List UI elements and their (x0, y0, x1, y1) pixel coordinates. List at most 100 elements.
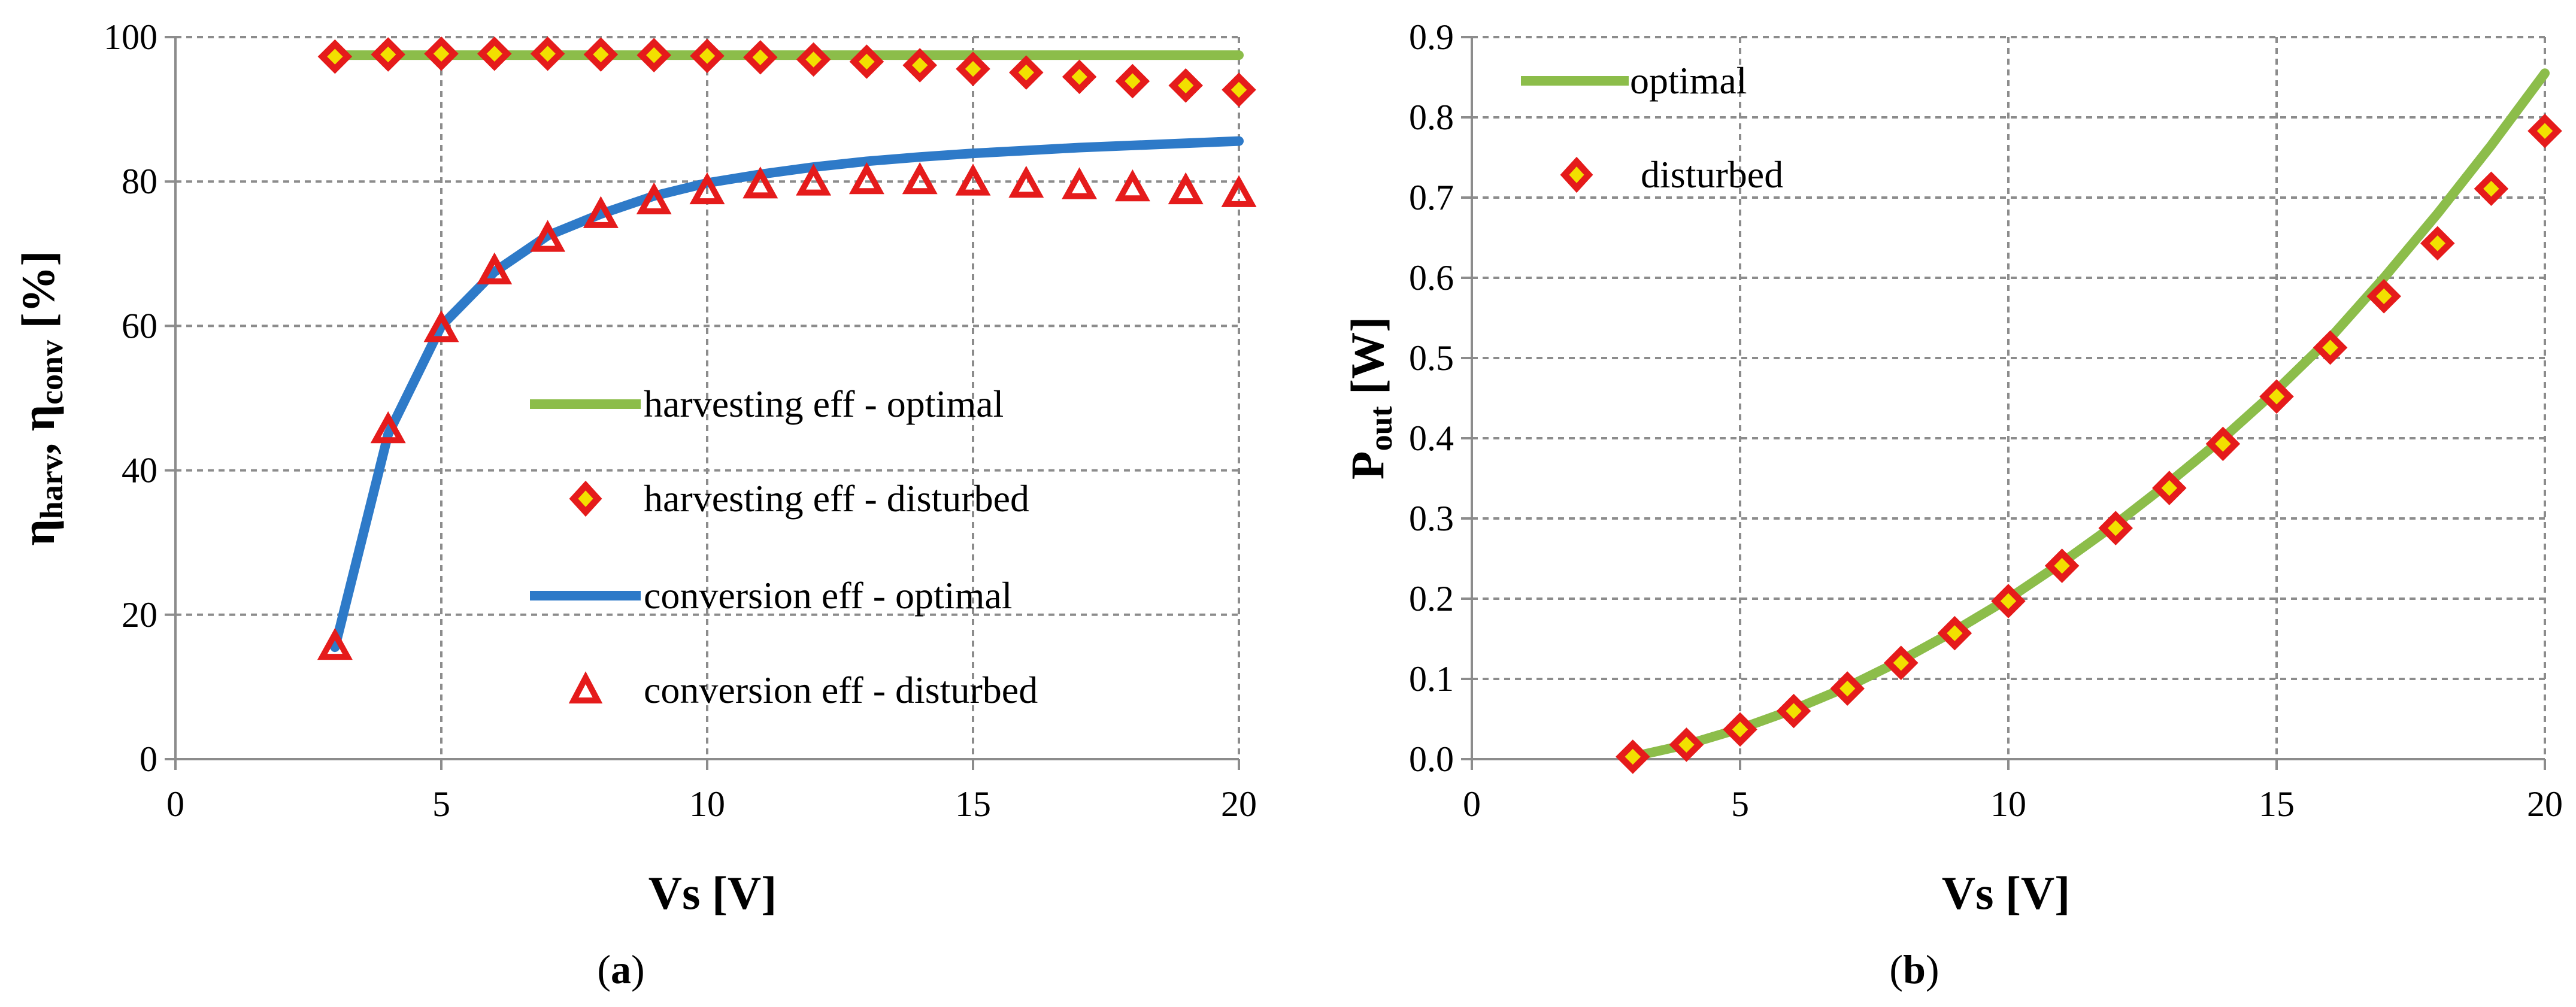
data-point-conversion-eff-disturbed (1114, 169, 1150, 202)
data-point-conversion-eff-disturbed (1008, 165, 1044, 198)
chart-b: 0 5 10 15 20 0.0 0.1 0.2 0.3 0.4 0.5 0.6 0.7 0.8 0.9 V… (1341, 17, 2563, 992)
data-point-disturbed (2205, 426, 2241, 462)
data-point-harvesting-eff-disturbed (1009, 55, 1044, 90)
data-point-harvesting-eff-disturbed (1168, 68, 1203, 103)
data-point-disturbed (1776, 693, 1811, 729)
data-point-conversion-eff-disturbed (423, 310, 459, 342)
chart-a-axes (165, 36, 1240, 770)
chart-a-legend: harvesting eff - optimal harvesting eff … (530, 383, 1038, 711)
data-point-harvesting-eff-disturbed (1115, 63, 1150, 99)
x-tick-label: 5 (432, 784, 450, 824)
data-point-disturbed (2527, 114, 2562, 148)
y-tick-label: 0.2 (1409, 579, 1454, 618)
legend-label-disturbed: disturbed (1641, 153, 1783, 196)
data-point-conversion-eff-disturbed (955, 163, 991, 196)
chart-b-y-axis-title: Pout [W] (1341, 317, 1399, 480)
y-tick-label: 0.0 (1409, 739, 1454, 779)
legend-swatch-harvesting-disturbed (569, 480, 602, 517)
data-point-disturbed (2259, 379, 2294, 414)
data-point-conversion-eff-disturbed (689, 172, 725, 205)
y-tick-label: 0.6 (1409, 258, 1454, 298)
y-tick-label: 0.5 (1409, 338, 1454, 378)
x-tick-label: 10 (1990, 784, 2026, 824)
data-point-disturbed (1723, 712, 1757, 747)
data-point-conversion-eff-disturbed (848, 162, 884, 195)
y-tick-label: 0.7 (1409, 178, 1454, 217)
data-point-harvesting-eff-disturbed (424, 36, 459, 71)
data-point-harvesting-eff-disturbed (1222, 72, 1256, 107)
data-point-harvesting-eff-disturbed (637, 38, 671, 72)
x-tick-label: 15 (2259, 784, 2295, 824)
data-point-disturbed (2474, 171, 2509, 207)
data-point-disturbed (1669, 727, 1704, 762)
legend-label-conversion-disturbed: conversion eff - disturbed (644, 669, 1038, 711)
chart-a-panel-label: (a) (597, 947, 644, 992)
y-tick-label: 0.4 (1409, 418, 1454, 458)
chart-b-grid (1472, 36, 2546, 759)
data-point-harvesting-eff-disturbed (530, 36, 565, 71)
chart-b-tick-labels: 0 5 10 15 20 0.0 0.1 0.2 0.3 0.4 0.5 0.6 0.7 0.8 0.9 (1409, 17, 2563, 824)
data-point-disturbed (1991, 584, 2026, 618)
data-point-disturbed (2044, 548, 2080, 583)
y-tick-label: 0.1 (1409, 659, 1454, 699)
data-point-conversion-eff-disturbed (530, 220, 566, 252)
chart-a-x-axis-title: Vs [V] (648, 867, 777, 919)
x-tick-label: 5 (1731, 784, 1749, 824)
data-point-harvesting-eff-disturbed (477, 36, 512, 71)
y-tick-label: 0.9 (1409, 17, 1454, 57)
x-tick-label: 10 (689, 784, 725, 824)
y-tick-label: 40 (122, 451, 157, 490)
data-point-conversion-eff-disturbed (743, 166, 778, 199)
data-point-conversion-eff-disturbed (1221, 175, 1257, 207)
x-tick-label: 20 (1221, 784, 1257, 824)
chart-a-series (317, 36, 1257, 660)
data-point-disturbed (1937, 615, 1972, 651)
data-point-conversion-eff-disturbed (902, 162, 938, 195)
data-point-disturbed (2366, 279, 2401, 314)
data-point-harvesting-eff-disturbed (317, 39, 353, 74)
data-point-conversion-eff-disturbed (370, 411, 406, 444)
y-tick-label: 80 (122, 162, 157, 201)
data-point-conversion-eff-disturbed (1062, 167, 1098, 199)
data-point-conversion-eff-disturbed (636, 182, 672, 214)
chart-b-x-axis-title: Vs [V] (1942, 867, 2070, 919)
data-point-harvesting-eff-disturbed (849, 44, 884, 79)
chart-a-tick-labels: 0 5 10 15 20 0 20 40 60 80 100 (104, 17, 1257, 824)
data-point-conversion-eff-disturbed (583, 196, 619, 228)
chart-b-axes (1461, 36, 2546, 770)
data-point-disturbed (2313, 330, 2348, 365)
data-point-conversion-eff-disturbed (1168, 172, 1204, 205)
data-point-conversion-eff-disturbed (477, 252, 513, 284)
y-tick-label: 0.3 (1409, 499, 1454, 538)
data-point-harvesting-eff-disturbed (956, 51, 990, 86)
legend-label-harvesting-disturbed: harvesting eff - disturbed (644, 477, 1029, 520)
chart-a: 0 5 10 15 20 0 20 40 60 80 100 Vs [V] ηharv, ηconv… (12, 17, 1257, 992)
data-point-disturbed (1616, 739, 1650, 774)
y-tick-label: 20 (122, 595, 157, 635)
chart-a-y-axis-title: ηharv, ηconv [%] (12, 250, 69, 545)
data-point-harvesting-eff-disturbed (902, 48, 937, 83)
legend-swatch-conversion-disturbed (568, 671, 603, 703)
data-point-harvesting-eff-disturbed (796, 42, 831, 77)
legend-swatch-disturbed (1560, 156, 1593, 193)
data-point-disturbed (2420, 226, 2455, 261)
y-tick-label: 0 (140, 739, 157, 779)
y-tick-label: 100 (104, 17, 157, 57)
data-point-harvesting-eff-disturbed (1062, 59, 1097, 95)
data-point-disturbed (1884, 645, 1919, 680)
x-tick-label: 0 (1463, 784, 1481, 824)
data-point-harvesting-eff-disturbed (743, 40, 778, 75)
legend-label-conversion-optimal: conversion eff - optimal (644, 574, 1013, 617)
x-tick-label: 0 (166, 784, 184, 824)
y-tick-label: 0.8 (1409, 98, 1454, 137)
chart-b-panel-label: (b) (1889, 947, 1939, 992)
data-point-conversion-eff-disturbed (317, 627, 353, 660)
data-point-disturbed (1830, 671, 1865, 706)
chart-b-legend: optimal disturbed (1521, 59, 1783, 196)
chart-b-series (1616, 68, 2562, 774)
data-point-disturbed (2098, 511, 2133, 545)
data-point-harvesting-eff-disturbed (690, 38, 725, 74)
data-point-disturbed (2152, 471, 2187, 505)
data-point-conversion-eff-disturbed (796, 163, 832, 196)
